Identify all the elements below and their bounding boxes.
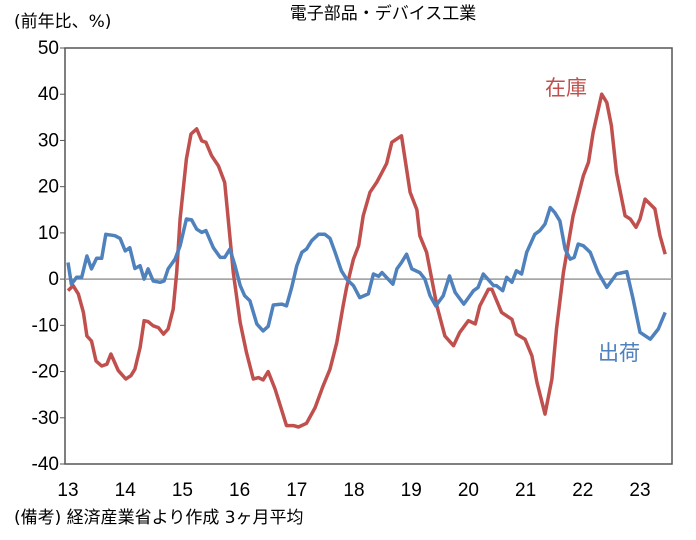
y-axis-label: (前年比、%) (14, 12, 112, 32)
y-tick-label: 20 (38, 177, 59, 198)
y-tick-label: -40 (32, 454, 59, 475)
x-tick-label: 21 (515, 480, 536, 501)
x-tick-label: 20 (458, 480, 479, 501)
y-tick-label: 50 (38, 38, 59, 59)
legend-shipments: 出荷 (598, 341, 640, 365)
chart-title: 電子部品・デバイス工業 (289, 4, 477, 24)
y-tick-label: -20 (32, 362, 59, 383)
x-tick-label: 14 (115, 480, 137, 501)
y-tick-label: -10 (32, 315, 59, 336)
plot-border (64, 47, 673, 465)
x-tick-label: 22 (572, 480, 593, 501)
y-tick-label: 0 (48, 269, 59, 290)
y-tick-label: 40 (38, 84, 59, 105)
x-tick-label: 16 (229, 480, 250, 501)
y-tick-label: 30 (38, 130, 59, 151)
x-tick-label: 15 (172, 480, 193, 501)
x-tick-label: 19 (401, 480, 422, 501)
y-tick-label: 10 (38, 223, 59, 244)
x-tick-label: 18 (343, 480, 364, 501)
x-tick-label: 23 (629, 480, 650, 501)
source-note: (備考) 経済産業省より作成 3ヶ月平均 (14, 508, 304, 528)
x-tick-label: 13 (57, 480, 78, 501)
y-tick-label: -30 (32, 408, 59, 429)
x-tick-label: 17 (286, 480, 307, 501)
inventory-line (66, 92, 667, 429)
shipments-line (66, 205, 667, 341)
legend-inventory: 在庫 (545, 76, 587, 100)
